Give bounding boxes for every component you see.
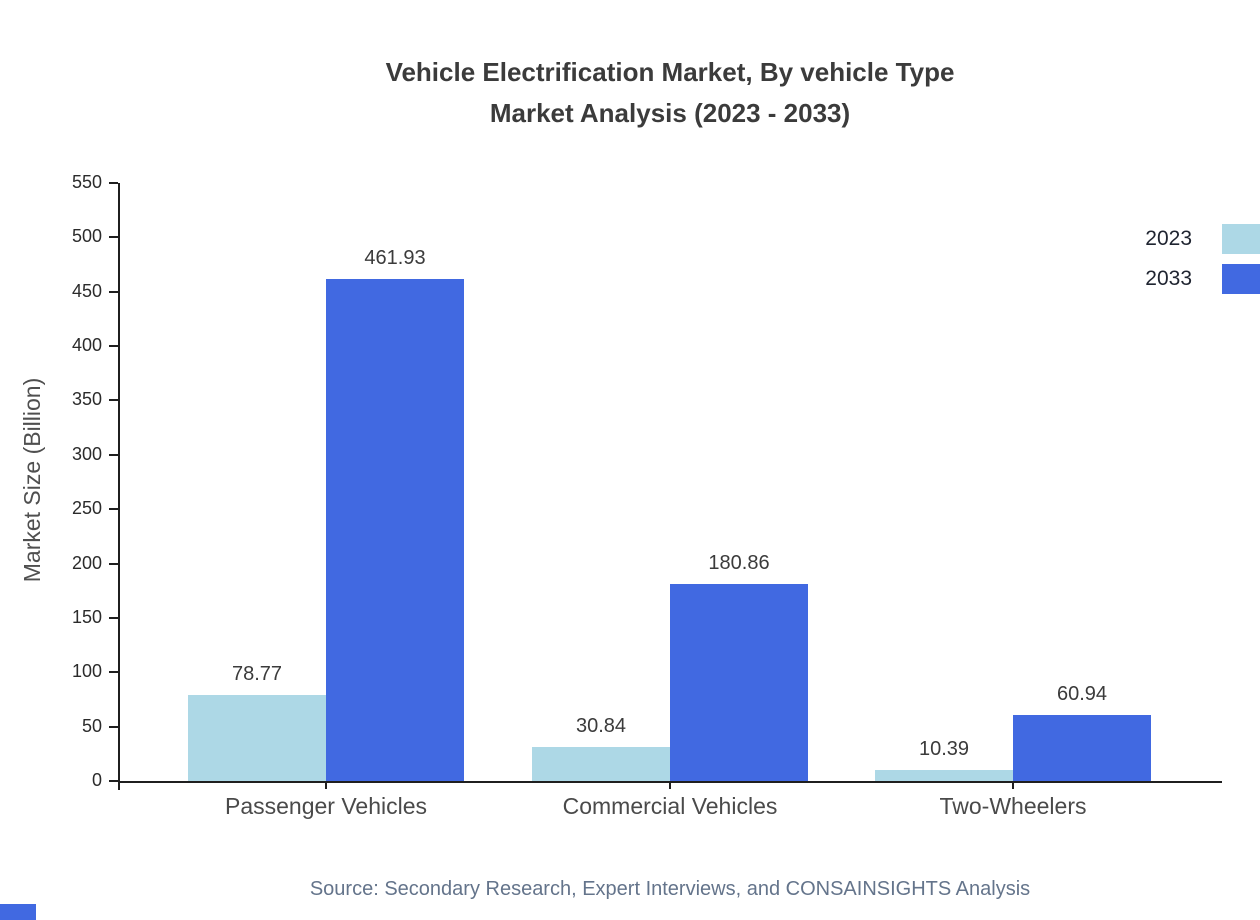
legend-item: 2023: [1145, 222, 1260, 256]
y-axis-tick-label: 350: [71, 389, 102, 410]
y-axis-tick: [109, 236, 118, 239]
legend-label: 2033: [1145, 267, 1192, 290]
y-axis-tick-label: 100: [71, 661, 102, 682]
chart-title: Vehicle Electrification Market, By vehic…: [120, 52, 1220, 134]
x-axis-tick: [1012, 781, 1014, 789]
y-axis-tick: [109, 562, 118, 565]
y-axis-tick-label: 400: [71, 335, 102, 356]
brand-mark: [0, 904, 36, 920]
y-axis-tick: [109, 616, 118, 619]
y-axis-tick: [109, 345, 118, 348]
y-axis-tick: [109, 671, 118, 674]
legend-swatch: [1222, 224, 1260, 254]
y-axis-tick-label: 250: [71, 498, 102, 519]
x-axis-tick: [325, 781, 327, 789]
legend-swatch: [1222, 264, 1260, 294]
source-attribution: Source: Secondary Research, Expert Inter…: [309, 878, 1031, 900]
bar-series-2033: [670, 584, 808, 781]
x-axis-tick: [669, 781, 671, 789]
x-axis-category-label: Commercial Vehicles: [562, 793, 778, 819]
bar-value-label: 60.94: [1056, 683, 1108, 705]
y-axis-tick-label: 550: [71, 172, 102, 192]
y-axis-tick: [109, 182, 118, 184]
bar-series-2023: [875, 770, 1013, 781]
y-axis-tick-label: 150: [71, 606, 102, 627]
bar-series-2023: [532, 747, 670, 781]
chart-title-line-1: Vehicle Electrification Market, By vehic…: [385, 57, 955, 87]
bar-series-2023: [188, 695, 326, 781]
legend-item: 2033: [1145, 262, 1260, 296]
legend: 2023 2033: [1145, 222, 1260, 302]
y-axis-tick-label: 50: [81, 715, 102, 736]
y-axis-tick-label: 450: [71, 280, 102, 301]
y-axis-tick-label: 300: [71, 443, 102, 464]
y-axis-tick: [109, 290, 118, 293]
legend-label: 2023: [1145, 227, 1192, 250]
y-axis-tick: [109, 725, 118, 728]
y-axis-line: [118, 183, 120, 790]
bar-series-2033: [1013, 715, 1151, 781]
x-axis-category-label: Passenger Vehicles: [224, 793, 427, 819]
bar-value-label: 30.84: [575, 715, 627, 737]
y-axis-tick: [109, 453, 118, 456]
bar-value-label: 10.39: [918, 738, 970, 760]
x-axis-category-label: Two-Wheelers: [939, 793, 1087, 819]
bar-value-label: 461.93: [364, 247, 426, 269]
bar-series-2033: [326, 279, 464, 781]
y-axis-tick: [109, 780, 118, 782]
y-axis-tick: [109, 508, 118, 511]
y-axis-tick-label: 0: [91, 770, 102, 790]
chart-title-line-2: Market Analysis (2023 - 2033): [489, 98, 851, 128]
bar-value-label: 78.77: [231, 663, 283, 685]
y-axis-tick: [109, 399, 118, 402]
y-axis-tick-label: 200: [71, 552, 102, 573]
y-axis-tick-label: 500: [71, 226, 102, 247]
bar-value-label: 180.86: [708, 552, 770, 574]
